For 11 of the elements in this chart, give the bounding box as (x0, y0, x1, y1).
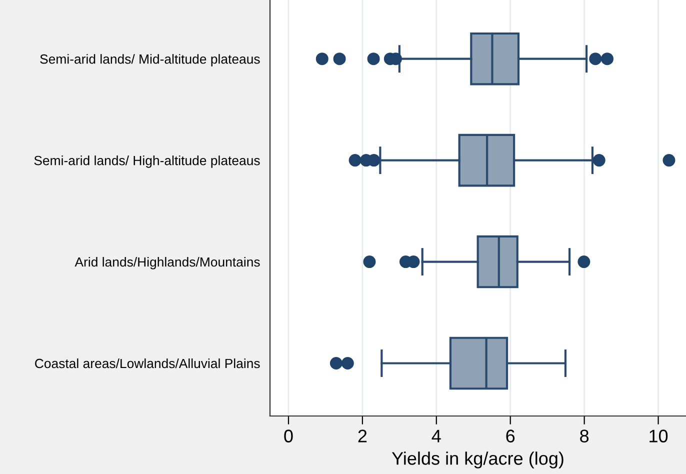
x-tick-label: 4 (432, 430, 441, 442)
y-tick-label: Semi-arid lands/ High-altitude plateaus (34, 156, 260, 168)
y-tick-label: Coastal areas/Lowlands/Alluvial Plains (35, 358, 260, 368)
y-tick-label: Arid lands/Highlands/Mountains (74, 256, 260, 270)
x-tick-label: 10 (650, 430, 668, 442)
x-tick-label: 6 (506, 430, 515, 442)
y-tick-label: Semi-arid lands/ Mid-altitude plateaus (40, 54, 260, 66)
x-tick-label: 8 (580, 430, 589, 442)
x-axis-title: Yields in kg/acre (log) (392, 452, 564, 468)
x-tick-label: 2 (358, 430, 367, 442)
x-tick-label: 0 (284, 430, 293, 442)
